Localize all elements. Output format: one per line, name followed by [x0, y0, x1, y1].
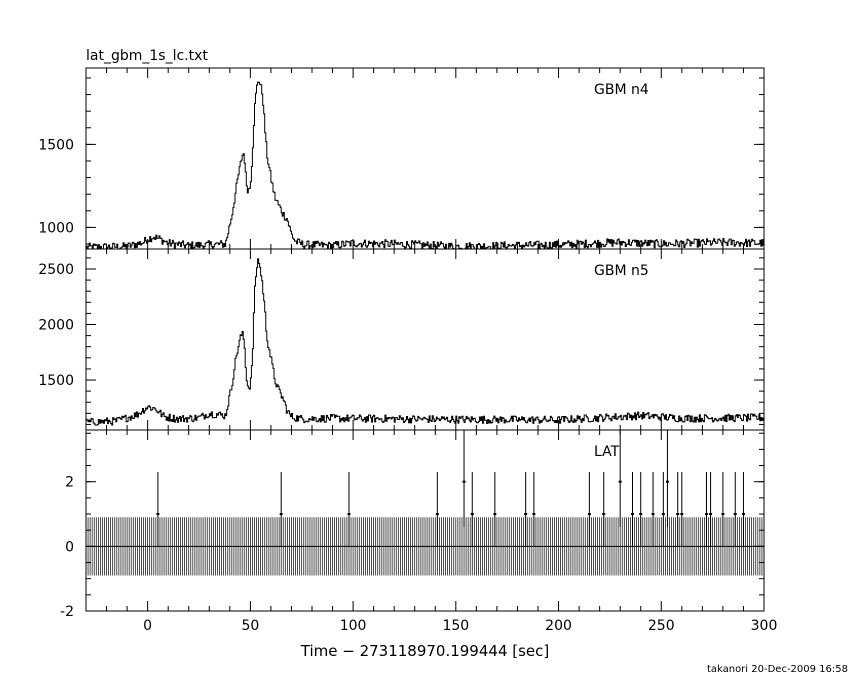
x-tick-label: 100	[340, 618, 367, 634]
y-tick-label: 1500	[38, 137, 74, 153]
gbm-n5-panel: 1500 2000 2500 GBM n5	[38, 248, 765, 431]
lat-event-point	[435, 513, 439, 516]
x-tick-label: 0	[143, 618, 152, 634]
x-axis-label: Time − 273118970.199444 [sec]	[300, 642, 550, 660]
lat-event-point	[470, 513, 474, 516]
y-tick-label: 2000	[38, 318, 74, 334]
series-label: LAT	[594, 444, 620, 460]
lat-event-point	[665, 480, 669, 483]
lat-event-point	[709, 513, 713, 516]
x-tick-label: 200	[545, 618, 572, 634]
y-tick-label: 1500	[38, 373, 74, 389]
lat-event-point	[680, 513, 684, 516]
lightcurve-line	[86, 81, 764, 249]
panel-frame	[85, 429, 765, 612]
lat-event-point	[704, 513, 708, 516]
x-tick-label: 250	[648, 618, 675, 634]
lat-panel: -2 0 2 LAT	[60, 429, 765, 620]
lat-event-point	[587, 513, 591, 516]
series-label: GBM n4	[594, 82, 649, 98]
lat-event-point	[639, 513, 643, 516]
y-tick-label: 1000	[38, 220, 74, 236]
x-tick-label: 50	[241, 618, 259, 634]
y-tick-label: 0	[65, 539, 74, 555]
lat-event-point	[661, 513, 665, 516]
lat-event-point	[721, 513, 725, 516]
file-title: lat_gbm_1s_lc.txt	[86, 48, 208, 64]
x-tick-label: 300	[751, 618, 778, 634]
lat-event-point	[493, 513, 497, 516]
lat-event-point	[156, 513, 160, 516]
y-tick-label: -2	[60, 604, 74, 620]
gbm-n4-panel: 1000 1500 GBM n4	[38, 67, 765, 250]
panel-frame	[85, 248, 765, 431]
series-label: GBM n5	[594, 263, 649, 279]
lat-event-point	[524, 513, 528, 516]
footer-stamp: takanori 20-Dec-2009 16:58	[707, 664, 848, 675]
lat-event-point	[347, 513, 351, 516]
lat-event-point	[741, 513, 745, 516]
lat-event-point	[618, 480, 622, 483]
lat-event-point	[602, 513, 606, 516]
lat-event-point	[462, 480, 466, 483]
x-tick-label: 150	[442, 618, 469, 634]
lat-event-point	[631, 513, 635, 516]
lat-event-point	[651, 513, 655, 516]
y-tick-label: 2500	[38, 262, 74, 278]
lightcurve-line	[86, 258, 764, 426]
lat-event-point	[733, 513, 737, 516]
lat-event-point	[279, 513, 283, 516]
lat-event-point	[676, 513, 680, 516]
y-tick-label: 2	[65, 475, 74, 491]
lat-event-point	[532, 513, 536, 516]
panel-frame	[85, 67, 765, 250]
x-axis: 0 50 100 150 200 250 300	[143, 618, 777, 634]
